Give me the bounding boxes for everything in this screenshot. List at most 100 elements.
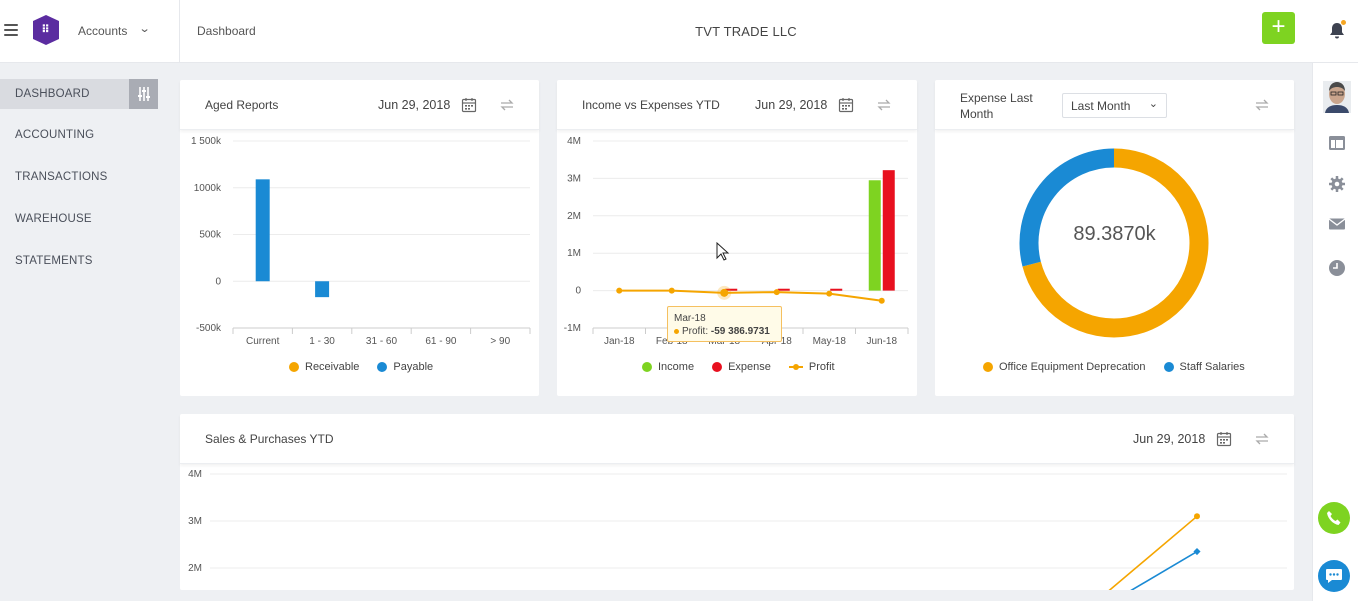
card-title: Expense Last Month [960, 91, 1033, 121]
legend-payable[interactable]: Payable [377, 361, 433, 373]
breadcrumb: Dashboard [197, 24, 256, 38]
legend-profit[interactable]: Profit [788, 361, 835, 373]
bar [882, 170, 895, 291]
y-tick-label: 1M [567, 248, 581, 259]
x-tick-label: Current [246, 336, 280, 347]
card-title: Sales & Purchases YTD [205, 432, 334, 446]
menu-icon[interactable] [4, 24, 18, 36]
chart-legend: Receivable Payable [289, 361, 433, 373]
x-tick-label: May-18 [813, 336, 847, 347]
tune-icon[interactable] [129, 79, 158, 109]
bar [777, 288, 790, 291]
mouse-cursor-icon [716, 242, 730, 261]
layout-icon[interactable] [1328, 134, 1346, 152]
expense-donut-chart [1019, 148, 1209, 338]
bar [255, 179, 270, 282]
y-tick-label: -1M [564, 323, 581, 334]
x-tick-label: 61 - 90 [425, 336, 457, 347]
y-tick-label: 2M [567, 211, 581, 222]
app-logo[interactable]: ⠿ [33, 15, 59, 45]
point [616, 287, 623, 294]
sidebar-item-dashboard[interactable]: DASHBOARD [0, 79, 158, 109]
card-header: Sales & Purchases YTD Jun 29, 2018 [180, 414, 1294, 464]
sidebar-item-transactions[interactable]: TRANSACTIONS [15, 171, 108, 183]
date-picker[interactable]: Jun 29, 2018 [755, 98, 828, 112]
phone-icon [1327, 511, 1341, 525]
tooltip-month: Mar-18 [674, 313, 706, 324]
y-tick-label: 500k [199, 230, 222, 241]
sales-purchases-card: Sales & Purchases YTD Jun 29, 2018 4M 3M 2… [180, 414, 1294, 590]
calendar-icon[interactable] [838, 97, 854, 113]
y-tick-label: 0 [215, 276, 221, 287]
card-header: Expense Last Month Last Month ⌄ [935, 80, 1294, 130]
expense-last-month-card: Expense Last Month Last Month ⌄ 89.3870k… [935, 80, 1294, 396]
add-button[interactable]: + [1262, 12, 1295, 44]
chart-tooltip: Mar-18 Profit: -59 386.9731 [667, 306, 782, 342]
calendar-icon[interactable] [461, 97, 477, 113]
y-tick-label: 1000k [194, 183, 222, 194]
calendar-icon[interactable] [1216, 431, 1232, 447]
y-tick-label: 4M [188, 469, 202, 480]
x-tick-label: Jun-18 [866, 336, 897, 347]
app-name[interactable]: Accounts [78, 24, 128, 38]
point [878, 297, 885, 304]
bar [315, 281, 330, 298]
y-tick-label: 0 [575, 286, 581, 297]
sidebar-item-warehouse[interactable]: WAREHOUSE [15, 213, 92, 225]
phone-button[interactable] [1318, 502, 1350, 534]
sidebar-item-accounting[interactable]: ACCOUNTING [15, 129, 95, 141]
donut-slice [1019, 148, 1115, 267]
clock-icon[interactable] [1328, 259, 1346, 277]
card-title: Income vs Expenses YTD [582, 98, 720, 112]
point [826, 290, 833, 297]
profit-line [619, 289, 882, 302]
date-picker[interactable]: Jun 29, 2018 [378, 98, 451, 112]
sales-line [1108, 515, 1198, 590]
point [1193, 548, 1201, 556]
income-vs-expenses-card: Income vs Expenses YTD Jun 29, 2018 4M 3M… [557, 80, 917, 396]
company-name: TVT TRADE LLC [695, 24, 797, 39]
gear-icon[interactable] [1328, 175, 1346, 193]
notification-dot [1341, 20, 1346, 25]
legend-office-equipment[interactable]: Office Equipment Deprecation [983, 361, 1146, 373]
legend-expense[interactable]: Expense [712, 361, 771, 373]
donut-center-value: 89.3870k [1073, 223, 1156, 245]
purchases-line [1130, 550, 1198, 590]
y-tick-label: 4M [567, 136, 581, 147]
y-tick-label: 2M [188, 563, 202, 574]
legend-income[interactable]: Income [642, 361, 694, 373]
refresh-icon[interactable] [876, 97, 892, 113]
mail-icon[interactable] [1328, 215, 1346, 233]
chevron-down-icon[interactable]: ⌄ [138, 23, 151, 35]
point [1194, 513, 1200, 520]
tooltip-value: -59 386.9731 [710, 326, 770, 337]
refresh-icon[interactable] [1254, 431, 1270, 447]
chart-legend: Income Expense Profit [642, 361, 835, 373]
date-picker[interactable]: Jun 29, 2018 [1133, 432, 1206, 446]
refresh-icon[interactable] [1254, 97, 1270, 113]
period-select[interactable]: Last Month ⌄ [1062, 93, 1167, 118]
chevron-down-icon: ⌄ [1148, 98, 1158, 110]
point [720, 288, 729, 297]
donut-slice [1022, 148, 1209, 338]
y-tick-label: -500k [196, 323, 222, 334]
refresh-icon[interactable] [499, 97, 515, 113]
chat-button[interactable] [1318, 560, 1350, 592]
x-tick-label: 31 - 60 [366, 336, 398, 347]
sidebar-item-statements[interactable]: STATEMENTS [15, 255, 93, 267]
sales-purchases-chart: 4M 3M 2M [188, 469, 1287, 590]
y-tick-label: 3M [188, 516, 202, 527]
x-tick-label: > 90 [490, 336, 510, 347]
sidebar-item-label: DASHBOARD [15, 88, 90, 100]
bar [868, 180, 881, 291]
user-avatar[interactable] [1323, 81, 1351, 113]
bell-icon[interactable] [1329, 20, 1346, 40]
bar [830, 288, 843, 291]
y-tick-label: 3M [567, 173, 581, 184]
aged-reports-card: Aged Reports Jun 29, 2018 1 500k 1000k 500… [180, 80, 539, 396]
card-header: Aged Reports Jun 29, 2018 [180, 80, 539, 130]
card-title: Aged Reports [205, 98, 279, 112]
card-header: Income vs Expenses YTD Jun 29, 2018 [557, 80, 917, 130]
legend-receivable[interactable]: Receivable [289, 361, 359, 373]
legend-staff-salaries[interactable]: Staff Salaries [1163, 361, 1245, 373]
